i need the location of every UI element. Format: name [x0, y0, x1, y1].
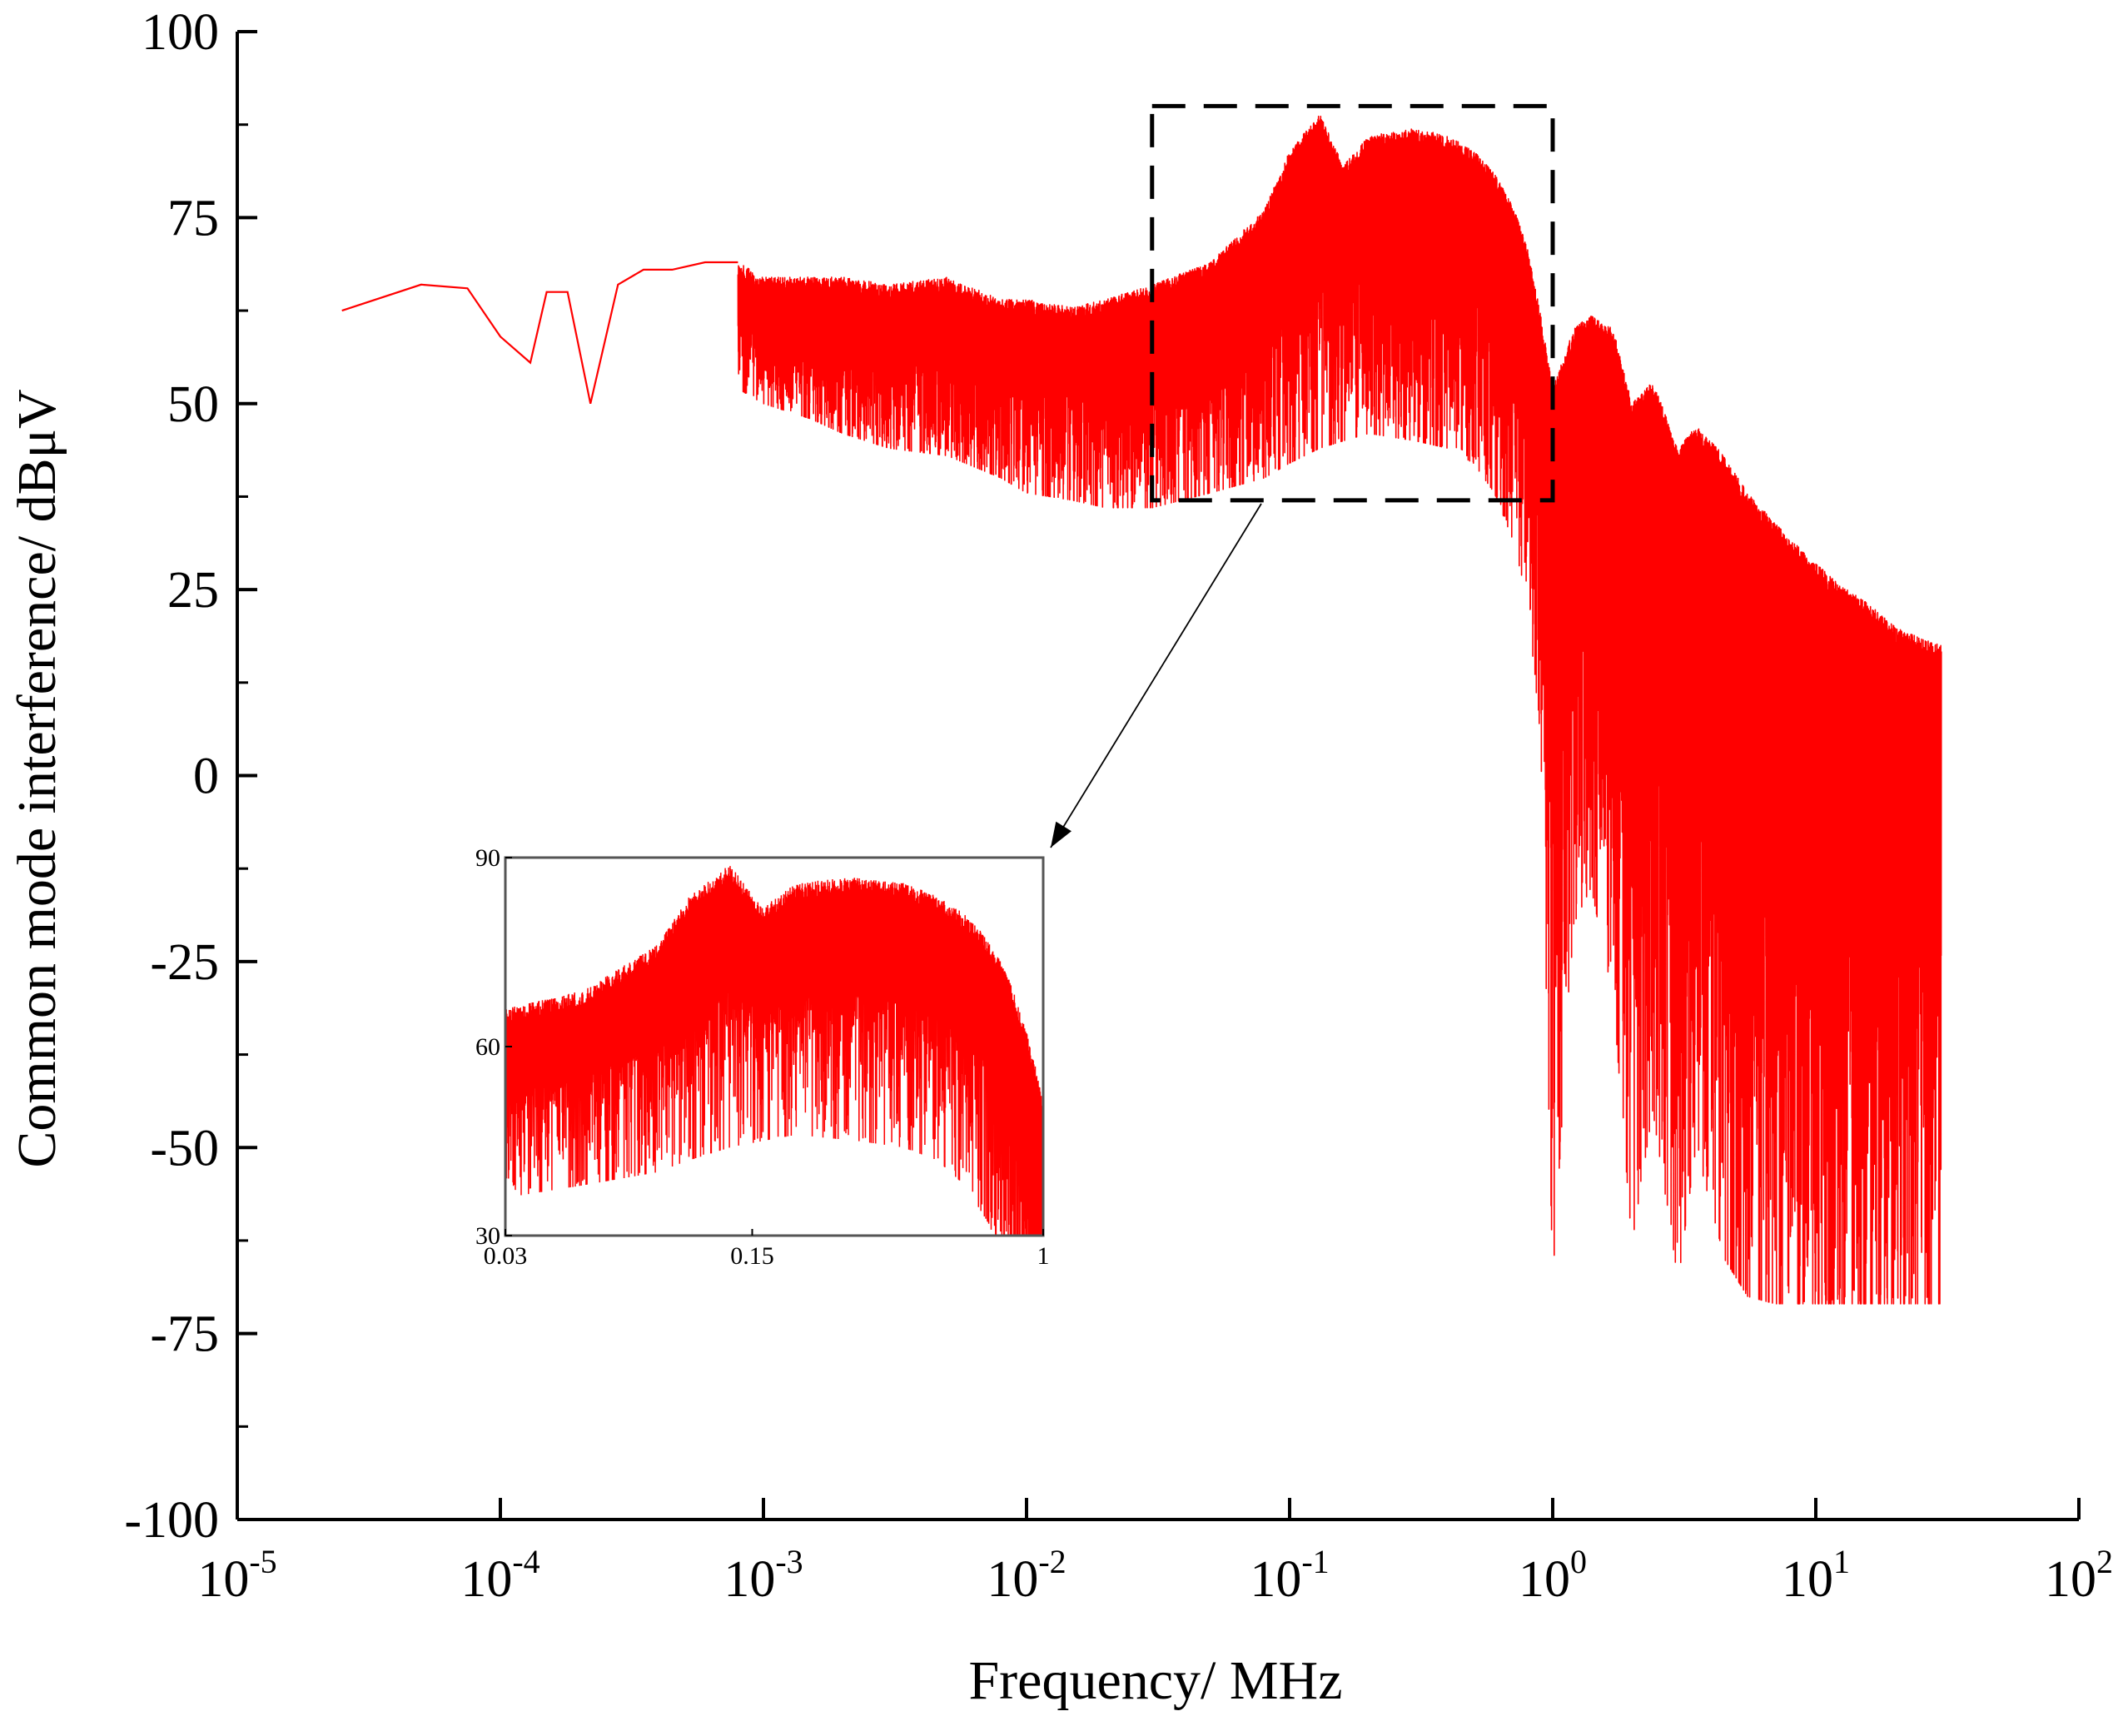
inset-x-tick-label: 1 [1037, 1242, 1050, 1270]
inset-y-tick-label: 60 [475, 1033, 500, 1061]
inset-x-tick-label: 0.03 [484, 1242, 528, 1270]
x-tick-label: 10-1 [1250, 1543, 1329, 1608]
inset-x-tick-label: 0.15 [730, 1242, 774, 1270]
x-tick-label: 101 [1782, 1543, 1850, 1608]
inset-y-tick-label: 90 [475, 844, 500, 872]
x-tick-label: 100 [1519, 1543, 1587, 1608]
text-layer: Frequency/ MHz Common mode interference/… [7, 389, 1343, 1711]
inset-y-tick-label: 30 [475, 1222, 500, 1250]
y-tick-label: 100 [142, 4, 219, 61]
x-tick-label: 10-5 [197, 1543, 276, 1608]
y-tick-label: 50 [167, 376, 219, 433]
zoom-box [1150, 103, 1555, 503]
x-tick-label: 102 [2045, 1543, 2113, 1608]
y-tick-label: 0 [193, 749, 219, 805]
zoom-annotation [1050, 103, 1555, 848]
series-line [737, 115, 1942, 1305]
zoom-arrow-line [1050, 503, 1262, 848]
inset-series-line [505, 866, 1042, 1236]
x-tick-label: 10-2 [987, 1543, 1066, 1608]
y-tick-label: -100 [124, 1492, 219, 1549]
zoom-arrow-head [1051, 821, 1071, 848]
y-tick-label: 25 [167, 562, 219, 619]
y-tick-label: -25 [150, 934, 219, 991]
series-line-low-frequency [341, 261, 738, 405]
y-tick-label: -50 [150, 1120, 219, 1176]
inset-chart: 90 60 300.03 0.15 1 [475, 844, 1050, 1270]
y-tick-label: -75 [150, 1306, 219, 1363]
y-tick-label: 75 [167, 190, 219, 246]
x-tick-label: 10-4 [460, 1543, 539, 1608]
x-tick-label: 10-3 [723, 1543, 803, 1608]
x-axis-title: Frequency/ MHz [968, 1650, 1342, 1711]
data-layer [341, 115, 1942, 1305]
y-axis-title: Common mode interference/ dBμV [7, 389, 67, 1167]
